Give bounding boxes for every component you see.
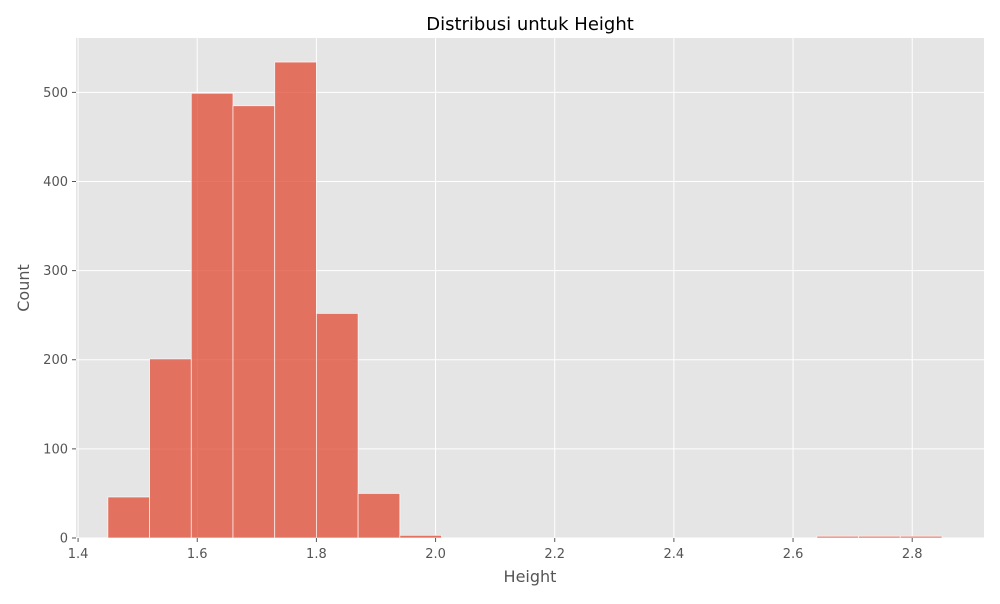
histogram-bar xyxy=(858,535,901,539)
histogram-bar xyxy=(899,535,943,539)
x-tick-label: 2.6 xyxy=(783,547,804,562)
chart-title: Distribusi untuk Height xyxy=(426,14,634,35)
x-axis-label: Height xyxy=(504,567,557,586)
y-tick-label: 0 xyxy=(60,532,68,547)
x-tick-label: 2.4 xyxy=(664,547,685,562)
histogram-bar xyxy=(149,358,192,539)
histogram-bar xyxy=(274,61,317,539)
y-tick-label: 300 xyxy=(43,264,68,279)
x-tick-label: 1.8 xyxy=(306,547,327,562)
x-tick-label: 2.8 xyxy=(902,547,923,562)
y-tick-label: 500 xyxy=(43,86,68,101)
y-axis-label: Count xyxy=(14,264,33,312)
y-tick-label: 400 xyxy=(43,175,68,190)
x-axis: 1.4 1.6 1.8 2.0 2.2 2.4 2.6 2.8 xyxy=(68,538,923,562)
x-tick-label: 1.4 xyxy=(68,547,89,562)
y-axis: 0 100 200 300 400 500 xyxy=(43,86,76,547)
histogram-bar xyxy=(316,313,359,539)
y-tick-label: 200 xyxy=(43,353,68,368)
histogram-bar xyxy=(190,92,234,539)
x-tick-label: 2.2 xyxy=(544,547,565,562)
x-tick-label: 2.0 xyxy=(425,547,446,562)
histogram-bar xyxy=(399,534,442,539)
histogram-bar xyxy=(357,493,401,539)
x-tick-label: 1.6 xyxy=(187,547,208,562)
histogram-bar xyxy=(107,496,150,539)
bars xyxy=(107,61,943,539)
histogram-bar xyxy=(816,535,859,539)
histogram-bar xyxy=(232,105,276,539)
y-tick-label: 100 xyxy=(43,442,68,457)
